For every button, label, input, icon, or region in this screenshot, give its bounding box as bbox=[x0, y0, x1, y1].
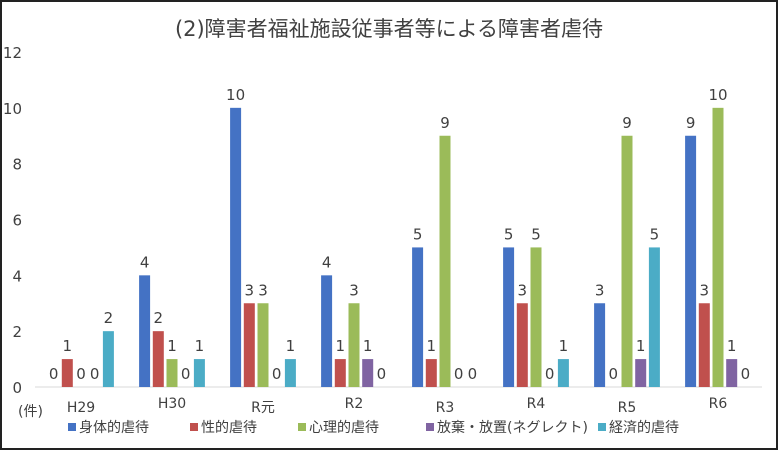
data-label: 10 bbox=[708, 86, 727, 104]
y-tick-label: 4 bbox=[12, 267, 22, 285]
data-label: 3 bbox=[245, 281, 255, 299]
data-label: 9 bbox=[440, 114, 450, 132]
bar bbox=[439, 135, 451, 387]
data-label: 3 bbox=[258, 281, 268, 299]
data-label: 2 bbox=[154, 309, 164, 327]
bar bbox=[594, 303, 606, 387]
data-label: 5 bbox=[531, 225, 541, 243]
legend-label: 放棄・放置(ネグレクト) bbox=[437, 420, 588, 436]
bar bbox=[530, 247, 542, 387]
data-label: 5 bbox=[413, 225, 423, 243]
data-label: 1 bbox=[63, 337, 73, 355]
bar bbox=[425, 359, 437, 387]
data-label: 1 bbox=[167, 337, 177, 355]
legend-swatch bbox=[598, 423, 606, 431]
y-tick-label: 0 bbox=[12, 379, 22, 397]
data-label: 0 bbox=[741, 365, 751, 383]
x-tick-label: R2 bbox=[345, 396, 364, 412]
legend-label: 経済的虐待 bbox=[609, 420, 679, 436]
bar bbox=[621, 135, 633, 387]
x-tick-label: R3 bbox=[436, 400, 455, 416]
data-label: 9 bbox=[622, 114, 632, 132]
x-tick-label: H29 bbox=[67, 400, 95, 416]
data-label: 0 bbox=[272, 365, 282, 383]
legend-label: 性的虐待 bbox=[201, 420, 257, 436]
data-label: 0 bbox=[181, 365, 191, 383]
bar bbox=[726, 359, 738, 387]
x-tick-label: R4 bbox=[527, 396, 546, 412]
data-label: 5 bbox=[650, 225, 660, 243]
data-label: 1 bbox=[427, 337, 437, 355]
data-label: 0 bbox=[90, 365, 100, 383]
bar bbox=[362, 359, 374, 387]
data-label: 1 bbox=[727, 337, 737, 355]
data-label: 0 bbox=[468, 365, 478, 383]
legend-swatch bbox=[68, 423, 76, 431]
bar bbox=[102, 331, 114, 387]
y-tick-label: 6 bbox=[12, 212, 22, 230]
legend-swatch bbox=[426, 423, 434, 431]
bar bbox=[685, 135, 697, 387]
bar bbox=[321, 275, 333, 387]
data-label: 4 bbox=[322, 253, 332, 271]
data-label: 0 bbox=[545, 365, 555, 383]
bar bbox=[193, 359, 205, 387]
bar bbox=[348, 303, 360, 387]
data-label: 3 bbox=[349, 281, 359, 299]
x-tick-label: R元 bbox=[251, 400, 275, 416]
data-label: 3 bbox=[595, 281, 605, 299]
data-label: 9 bbox=[686, 114, 696, 132]
legend-swatch bbox=[190, 423, 198, 431]
data-label: 4 bbox=[140, 253, 150, 271]
data-label: 1 bbox=[363, 337, 373, 355]
legend-swatch bbox=[298, 423, 306, 431]
bar bbox=[516, 303, 528, 387]
bar bbox=[712, 107, 724, 387]
legend-label: 身体的虐待 bbox=[79, 420, 149, 436]
bar bbox=[166, 359, 178, 387]
bar bbox=[334, 359, 346, 387]
bar bbox=[284, 359, 296, 387]
bar bbox=[139, 275, 151, 387]
data-label: 1 bbox=[636, 337, 646, 355]
bar bbox=[698, 303, 710, 387]
x-tick-label: R6 bbox=[709, 396, 728, 412]
bar bbox=[152, 331, 164, 387]
y-tick-label: 8 bbox=[12, 156, 22, 174]
y-tick-label: 12 bbox=[3, 44, 22, 62]
bar bbox=[503, 247, 515, 387]
x-tick-label: R5 bbox=[618, 400, 637, 416]
bar bbox=[230, 107, 242, 387]
data-label: 3 bbox=[700, 281, 710, 299]
data-label: 5 bbox=[504, 225, 514, 243]
bar bbox=[257, 303, 269, 387]
bar bbox=[648, 247, 660, 387]
y-tick-label: 2 bbox=[12, 323, 22, 341]
data-label: 1 bbox=[336, 337, 346, 355]
legend-label: 心理的虐待 bbox=[309, 420, 379, 436]
bar bbox=[243, 303, 255, 387]
bar bbox=[635, 359, 647, 387]
y-tick-label: 10 bbox=[3, 100, 22, 118]
data-label: 0 bbox=[454, 365, 464, 383]
bar bbox=[412, 247, 424, 387]
data-label: 0 bbox=[76, 365, 86, 383]
data-label: 2 bbox=[104, 309, 114, 327]
x-tick-label: H30 bbox=[158, 396, 186, 412]
data-label: 0 bbox=[377, 365, 387, 383]
bar bbox=[61, 359, 73, 387]
y-axis-unit-label: (件) bbox=[18, 404, 43, 420]
data-label: 1 bbox=[286, 337, 296, 355]
data-label: 3 bbox=[518, 281, 528, 299]
data-label: 0 bbox=[609, 365, 619, 383]
data-label: 0 bbox=[49, 365, 59, 383]
data-label: 10 bbox=[226, 86, 245, 104]
chart-title: (2)障害者福祉施設従事者等による障害者虐待 bbox=[175, 17, 603, 41]
data-label: 1 bbox=[195, 337, 205, 355]
bar bbox=[557, 359, 569, 387]
data-label: 1 bbox=[559, 337, 569, 355]
